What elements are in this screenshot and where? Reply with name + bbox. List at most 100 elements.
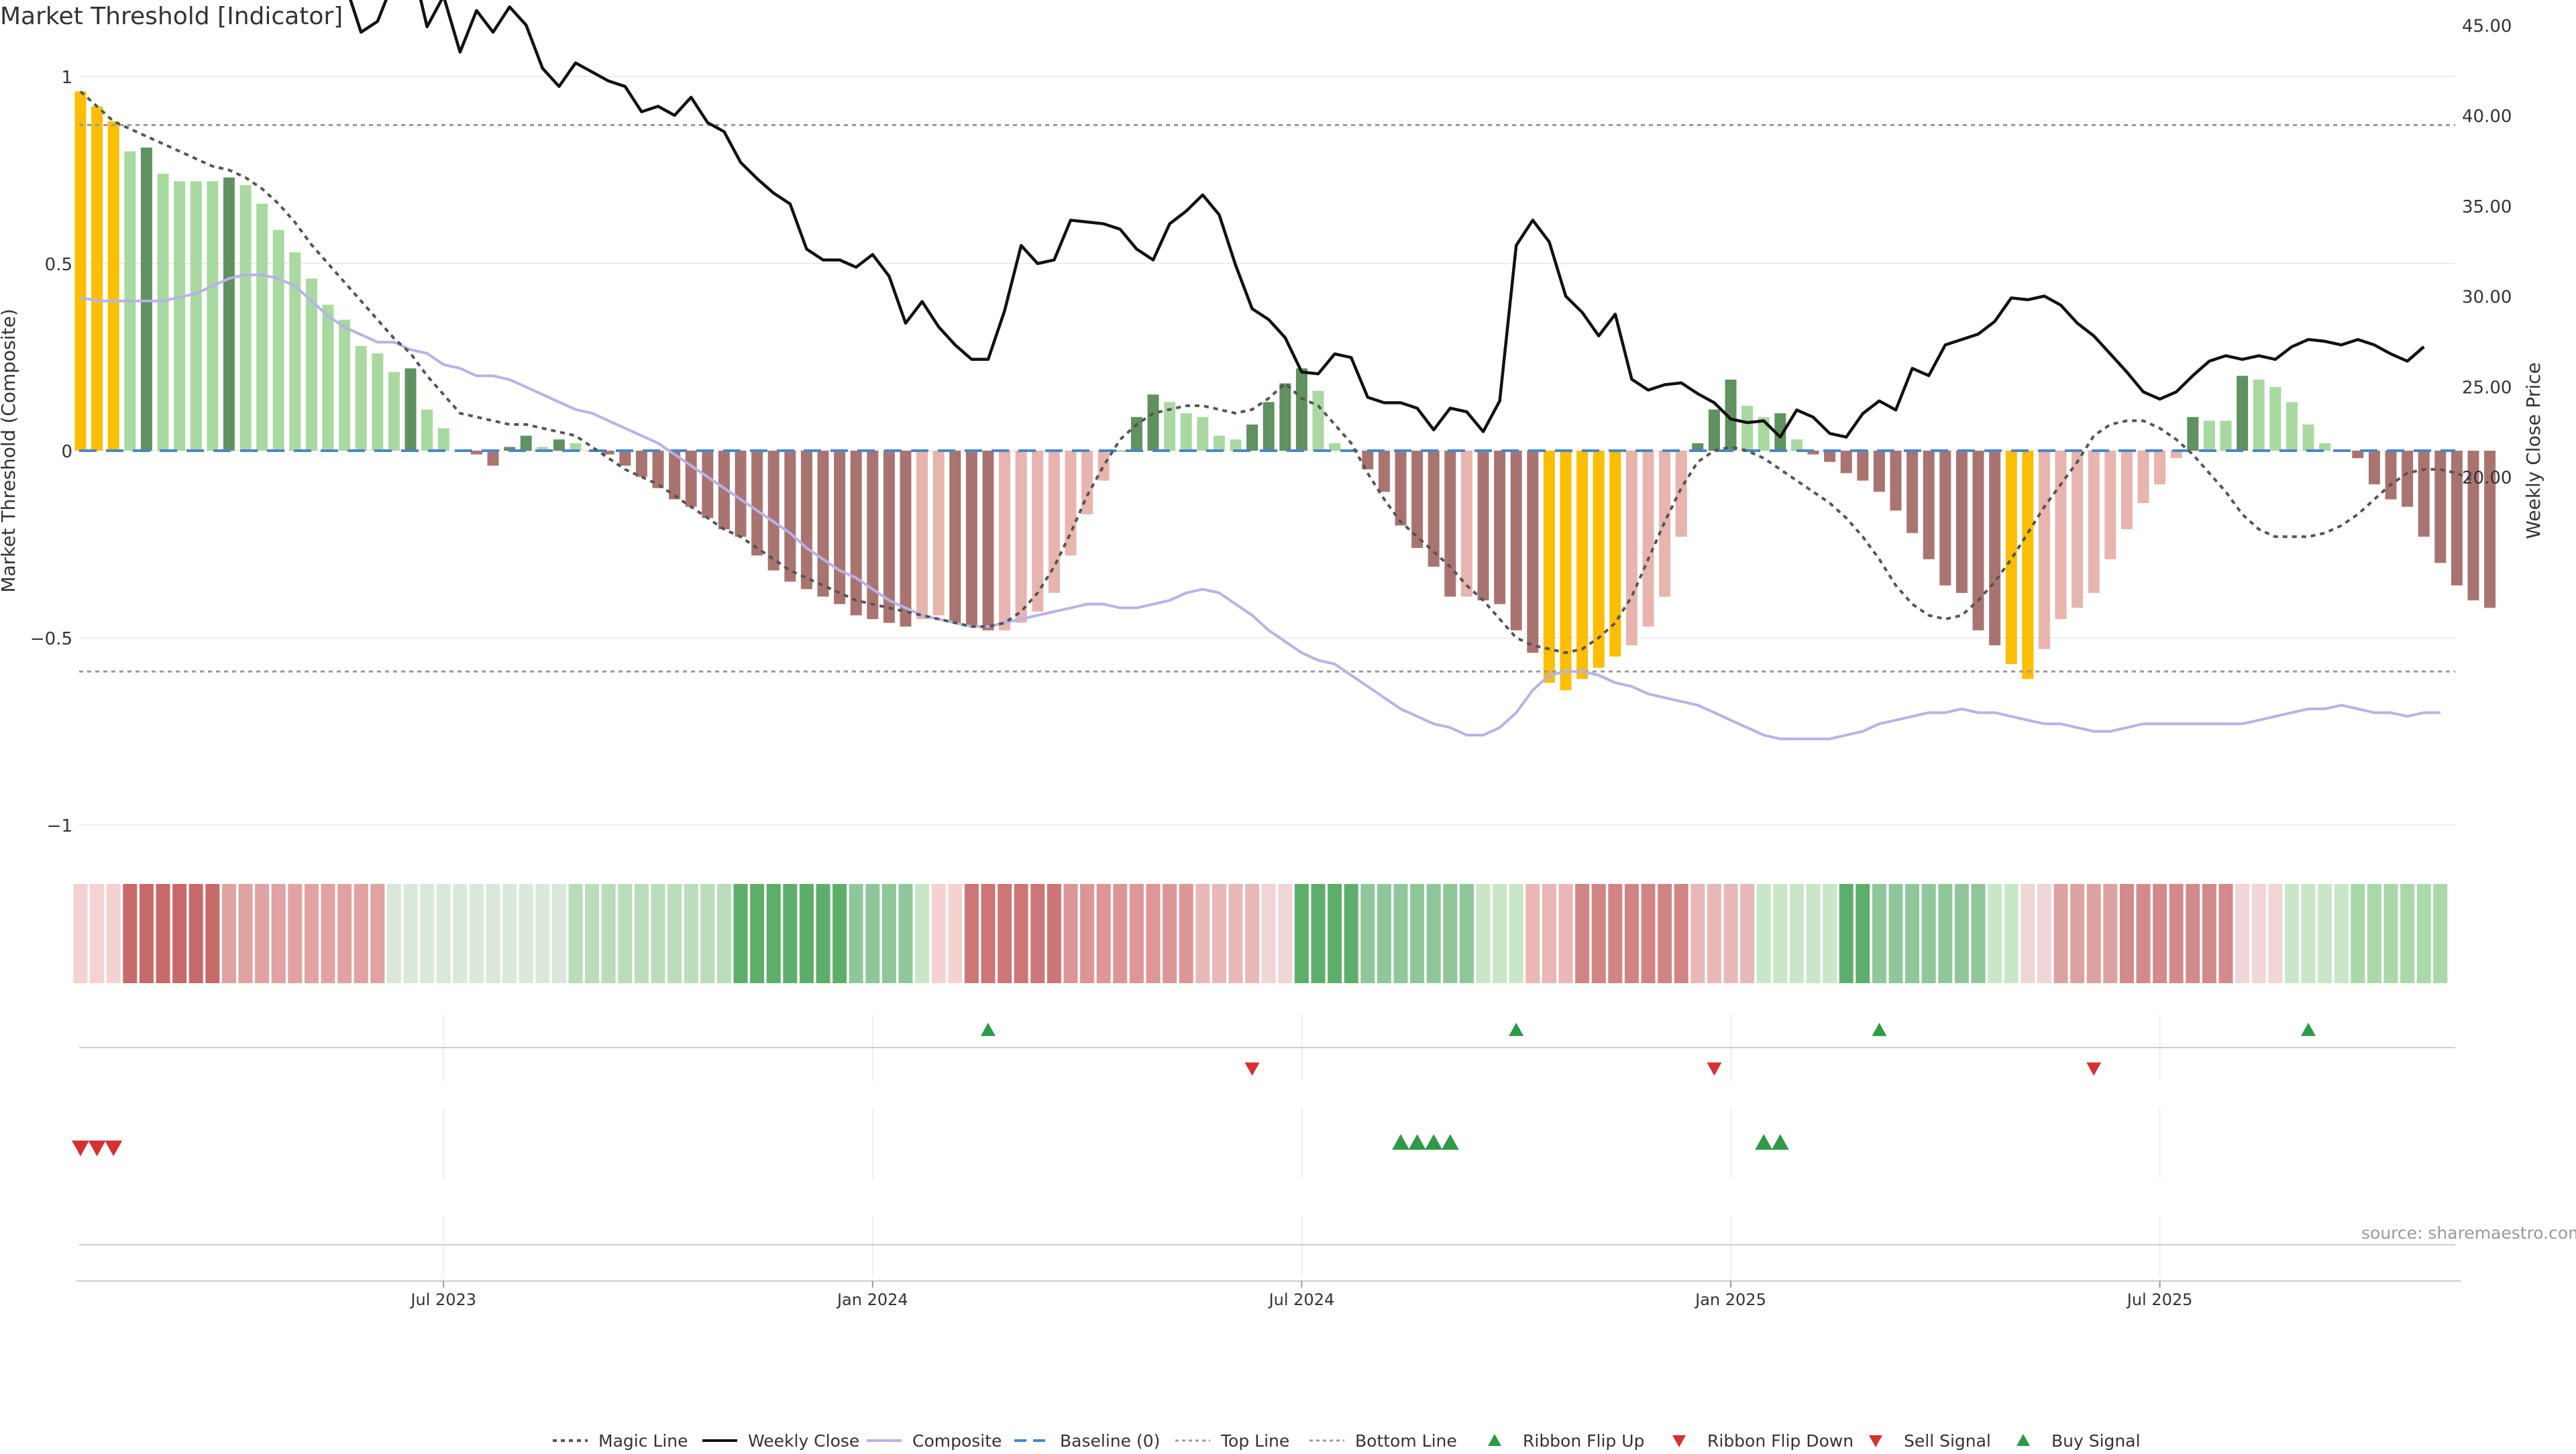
ribbon-cell: [799, 884, 814, 983]
ribbon-cell: [156, 884, 170, 983]
composite-bar: [1147, 394, 1159, 451]
composite-bar: [2220, 421, 2232, 451]
composite-bar: [850, 451, 862, 616]
composite-bar: [1692, 443, 1704, 451]
ribbon-cell: [816, 884, 830, 983]
ribbon-cell: [436, 884, 451, 983]
ribbon-cell: [1575, 884, 1590, 983]
y2-tick-label: 25.00: [2462, 378, 2512, 398]
ribbon-cell: [1278, 884, 1293, 983]
ribbon-cell: [2416, 884, 2431, 983]
ribbon-cell: [1129, 884, 1144, 983]
ribbon-cell: [1459, 884, 1474, 983]
legend-swatch: [1488, 1434, 1501, 1446]
legend-label: Composite: [912, 1431, 1002, 1451]
ribbon-cell: [205, 884, 220, 983]
ribbon-cell: [1542, 884, 1556, 983]
magic-line: [79, 90, 2474, 655]
composite-bar: [635, 451, 647, 478]
ribbon-cell: [2218, 884, 2233, 983]
ribbon-cell: [1228, 884, 1243, 983]
composite-bar: [504, 447, 516, 451]
ribbon-cell: [2251, 884, 2266, 983]
buy-signal-marker: [1441, 1134, 1459, 1150]
legend-item-buy: Buy Signal: [2004, 1427, 2141, 1454]
composite-bar: [767, 451, 780, 571]
composite-bar: [239, 184, 252, 451]
composite-bar: [602, 451, 614, 455]
ribbon-cell: [915, 884, 930, 983]
ribbon-cell: [1096, 884, 1111, 983]
ribbon-cell: [1905, 884, 1920, 983]
composite-bar: [1329, 443, 1341, 451]
ribbon-cell: [585, 884, 600, 983]
composite-bar: [1840, 451, 1852, 473]
composite-bar: [437, 428, 449, 451]
composite-bar: [1609, 451, 1621, 657]
legend-label: Weekly Close: [748, 1431, 860, 1451]
composite-bar: [2022, 451, 2034, 679]
ribbon-cell: [1063, 884, 1078, 983]
ribbon-cell: [2070, 884, 2085, 983]
ribbon-cell: [1823, 884, 1837, 983]
ribbon-cell: [1690, 884, 1705, 983]
composite-bar: [669, 451, 681, 500]
composite-bar: [1444, 451, 1456, 597]
composite-bar: [2137, 451, 2149, 504]
composite-bar: [2286, 402, 2298, 451]
ribbon-cell: [271, 884, 286, 983]
ribbon-cell: [898, 884, 913, 983]
ribbon-cell: [1245, 884, 1260, 983]
ribbon-cell: [766, 884, 781, 983]
composite-bar: [74, 91, 87, 451]
ribbon-cell: [2318, 884, 2332, 983]
composite-bar: [867, 451, 879, 620]
y-tick-label: 1: [61, 68, 72, 88]
ribbon-cell: [2021, 884, 2035, 983]
series-lines: [79, 0, 2474, 740]
x-tick-label: Jul 2024: [1268, 1290, 1335, 1309]
composite-bar: [1180, 413, 1192, 451]
composite-bar: [900, 451, 912, 627]
ribbon-cell: [1410, 884, 1425, 983]
ribbon-cell: [1476, 884, 1491, 983]
ribbon-cell: [931, 884, 946, 983]
ribbon-cell: [2400, 884, 2415, 983]
ribbon-cell: [1179, 884, 1193, 983]
buy-signal-marker: [1755, 1134, 1773, 1150]
composite-bar: [1460, 451, 1472, 597]
composite-bar: [207, 181, 219, 451]
ribbon-cell: [1872, 884, 1886, 983]
ribbon-cell: [453, 884, 468, 983]
y2-tick-label: 35.00: [2462, 197, 2512, 217]
composite-bar: [735, 451, 747, 537]
legend-item-close: Weekly Close: [701, 1427, 859, 1454]
composite-bar: [305, 278, 317, 451]
legend-swatch: [553, 1439, 588, 1442]
ribbon-cell: [964, 884, 979, 983]
composite-bar: [1263, 402, 1275, 451]
ribbon-cell: [2334, 884, 2349, 983]
composite-bar: [223, 177, 235, 451]
composite-bars: [74, 91, 2496, 691]
legend-label: Top Line: [1221, 1431, 1290, 1451]
ribbon-cell: [123, 884, 138, 983]
ribbon-cell: [2268, 884, 2283, 983]
ribbon-cell: [1773, 884, 1788, 983]
composite-bar: [388, 372, 400, 451]
composite-bar: [1593, 451, 1605, 668]
ribbon-cell: [288, 884, 303, 983]
composite-bar: [1873, 451, 1885, 492]
composite-bar: [1213, 435, 1225, 451]
ribbon-cell: [1888, 884, 1903, 983]
composite-bar: [2319, 443, 2331, 451]
ribbon-cell: [998, 884, 1012, 983]
chart-title: Market Threshold [Indicator]: [0, 3, 343, 30]
composite-bar: [2170, 451, 2182, 459]
composite-bar: [339, 319, 351, 451]
sell-signal-marker: [72, 1140, 89, 1156]
composite-bar: [140, 148, 152, 451]
ribbon-cell: [420, 884, 435, 983]
signals: [72, 1023, 2316, 1156]
